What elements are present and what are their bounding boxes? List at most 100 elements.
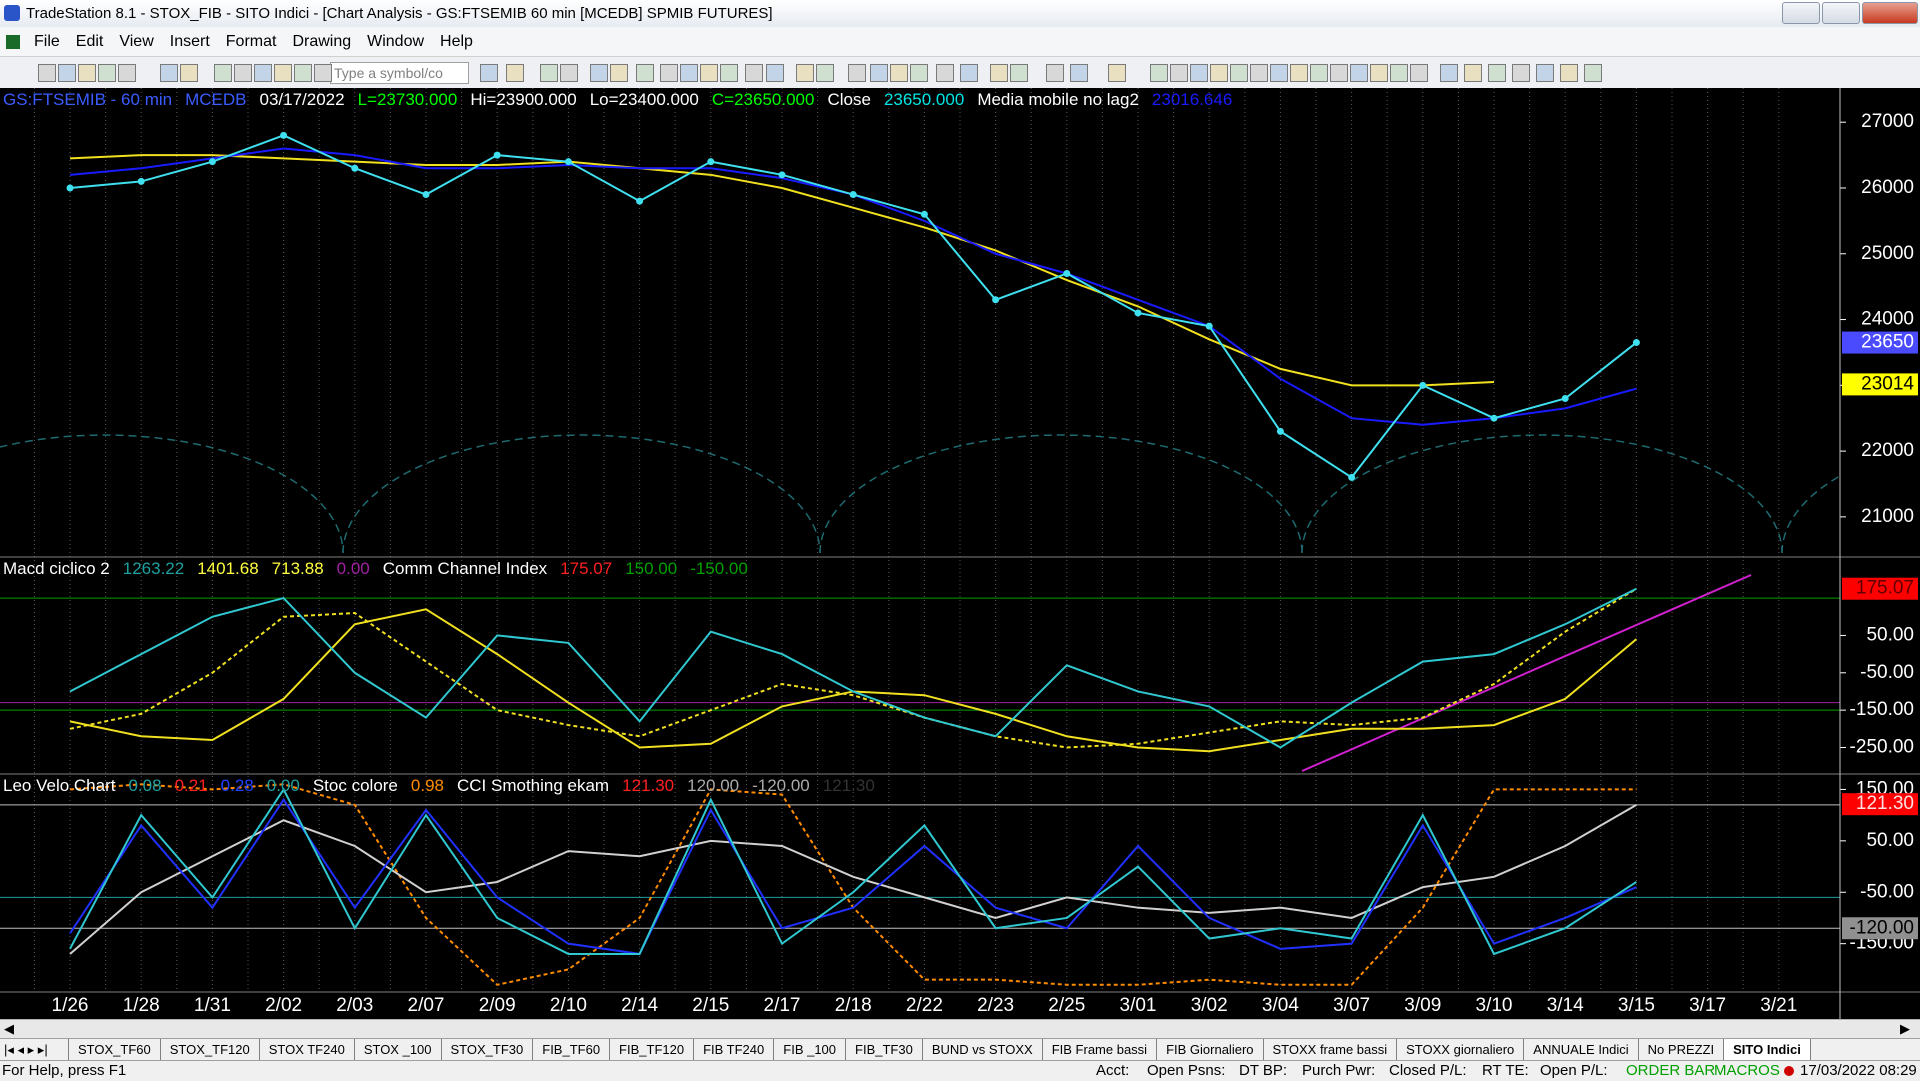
toolbar-button[interactable] [610, 64, 628, 82]
workspace-tab[interactable]: SITO Indici [1724, 1039, 1811, 1061]
workspace-tab[interactable]: FIB_TF120 [610, 1039, 695, 1061]
workspace-tab[interactable]: FIB Giornaliero [1157, 1039, 1264, 1061]
workspace-tab[interactable]: FIB_TF60 [533, 1039, 611, 1061]
menu-item[interactable]: Edit [75, 32, 104, 50]
price-point [351, 164, 359, 172]
toolbar-button[interactable] [1290, 64, 1308, 82]
toolbar-button[interactable] [1390, 64, 1408, 82]
toolbar-button[interactable] [1560, 64, 1578, 82]
toolbar-button[interactable] [1010, 64, 1028, 82]
menu-item[interactable]: File [34, 32, 60, 50]
scroll-left[interactable]: ◀ [4, 1021, 14, 1036]
toolbar-button[interactable] [1170, 64, 1188, 82]
toolbar-button[interactable] [1536, 64, 1554, 82]
toolbar-button[interactable] [180, 64, 198, 82]
price-point [920, 210, 928, 218]
menu-item[interactable]: Window [367, 32, 425, 50]
toolbar-button[interactable] [636, 64, 654, 82]
toolbar-button[interactable] [720, 64, 738, 82]
toolbar-button[interactable] [936, 64, 954, 82]
toolbar-button[interactable] [1440, 64, 1458, 82]
toolbar-button[interactable] [1464, 64, 1482, 82]
toolbar-button[interactable] [1150, 64, 1168, 82]
scroll-right[interactable]: ▶ [1900, 1021, 1910, 1036]
toolbar-button[interactable] [660, 64, 678, 82]
toolbar-button[interactable] [700, 64, 718, 82]
toolbar-button[interactable] [560, 64, 578, 82]
toolbar-button[interactable] [1230, 64, 1248, 82]
toolbar-button[interactable] [314, 64, 332, 82]
menu-item[interactable]: Insert [169, 32, 210, 50]
toolbar-button[interactable] [1488, 64, 1506, 82]
workspace-tab[interactable]: STOX _100 [355, 1039, 442, 1061]
toolbar-button[interactable] [540, 64, 558, 82]
toolbar-button[interactable] [1330, 64, 1348, 82]
toolbar-button[interactable] [910, 64, 928, 82]
minimize-button[interactable] [1782, 2, 1820, 24]
menu-item[interactable]: Drawing [292, 32, 352, 50]
toolbar-button[interactable] [848, 64, 866, 82]
toolbar-button[interactable] [1190, 64, 1208, 82]
symbol-box[interactable]: Type a symbol/co [330, 62, 469, 84]
x-tick-label: 3/17 [1689, 995, 1726, 1016]
toolbar-button[interactable] [506, 64, 524, 82]
workspace-tab[interactable]: FIB _100 [774, 1039, 847, 1061]
toolbar-button[interactable] [680, 64, 698, 82]
toolbar-button[interactable] [796, 64, 814, 82]
workspace-tab[interactable]: FIB TF240 [694, 1039, 775, 1061]
workspace-tab[interactable]: No PREZZI [1639, 1039, 1725, 1061]
toolbar-button[interactable] [1210, 64, 1228, 82]
workspace-tab[interactable]: STOX_TF120 [161, 1039, 260, 1061]
toolbar-button[interactable] [816, 64, 834, 82]
workspace-tab[interactable]: BUND vs STOXX [923, 1039, 1043, 1061]
toolbar-button[interactable] [294, 64, 312, 82]
toolbar-button[interactable] [990, 64, 1008, 82]
workspace-tab[interactable]: STOX TF240 [260, 1039, 355, 1061]
toolbar-button[interactable] [745, 64, 763, 82]
menu-item[interactable]: View [119, 32, 154, 50]
toolbar-button[interactable] [274, 64, 292, 82]
toolbar-button[interactable] [1410, 64, 1428, 82]
toolbar-button[interactable] [118, 64, 136, 82]
toolbar-button[interactable] [98, 64, 116, 82]
toolbar-button[interactable] [214, 64, 232, 82]
order-bar[interactable]: ORDER BAR [1626, 1062, 1716, 1079]
workspace-tab[interactable]: STOX_TF30 [442, 1039, 534, 1061]
workspace-tab[interactable]: ANNUALE Indici [1524, 1039, 1639, 1061]
toolbar-button[interactable] [766, 64, 784, 82]
workspace-tab[interactable]: STOX_TF60 [69, 1039, 161, 1061]
toolbar-button[interactable] [1250, 64, 1268, 82]
toolbar-button[interactable] [1370, 64, 1388, 82]
macros[interactable]: MACROS [1714, 1062, 1780, 1079]
workspace-tab[interactable]: STOXX giornaliero [1397, 1039, 1525, 1061]
toolbar-button[interactable] [1046, 64, 1064, 82]
toolbar-button[interactable] [1310, 64, 1328, 82]
workspace-tab[interactable]: FIB Frame bassi [1043, 1039, 1158, 1061]
toolbar-button[interactable] [1350, 64, 1368, 82]
toolbar-button[interactable] [1584, 64, 1602, 82]
price-marker [1842, 373, 1918, 396]
menu-item[interactable]: Help [440, 32, 473, 50]
toolbar-button[interactable] [1070, 64, 1088, 82]
toolbar-button[interactable] [1270, 64, 1288, 82]
toolbar-button[interactable] [38, 64, 56, 82]
menu-item[interactable]: Format [225, 32, 277, 50]
toolbar-button[interactable] [1108, 64, 1126, 82]
toolbar-button[interactable] [234, 64, 252, 82]
workspace-tab[interactable]: FIB_TF30 [846, 1039, 923, 1061]
toolbar-button[interactable] [890, 64, 908, 82]
toolbar-button[interactable] [160, 64, 178, 82]
toolbar-button[interactable] [960, 64, 978, 82]
toolbar-button[interactable] [870, 64, 888, 82]
toolbar-button[interactable] [1512, 64, 1530, 82]
toolbar-button[interactable] [480, 64, 498, 82]
scroll-bar[interactable]: ◀ ▶ [0, 1019, 1920, 1039]
restore-button[interactable] [1822, 2, 1860, 24]
toolbar-button[interactable] [78, 64, 96, 82]
toolbar-button[interactable] [58, 64, 76, 82]
tab-nav[interactable]: |◂ ◂ ▸ ▸| [0, 1039, 69, 1061]
toolbar-button[interactable] [590, 64, 608, 82]
workspace-tab[interactable]: STOXX frame bassi [1264, 1039, 1398, 1061]
toolbar-button[interactable] [254, 64, 272, 82]
close-button[interactable] [1862, 2, 1918, 24]
